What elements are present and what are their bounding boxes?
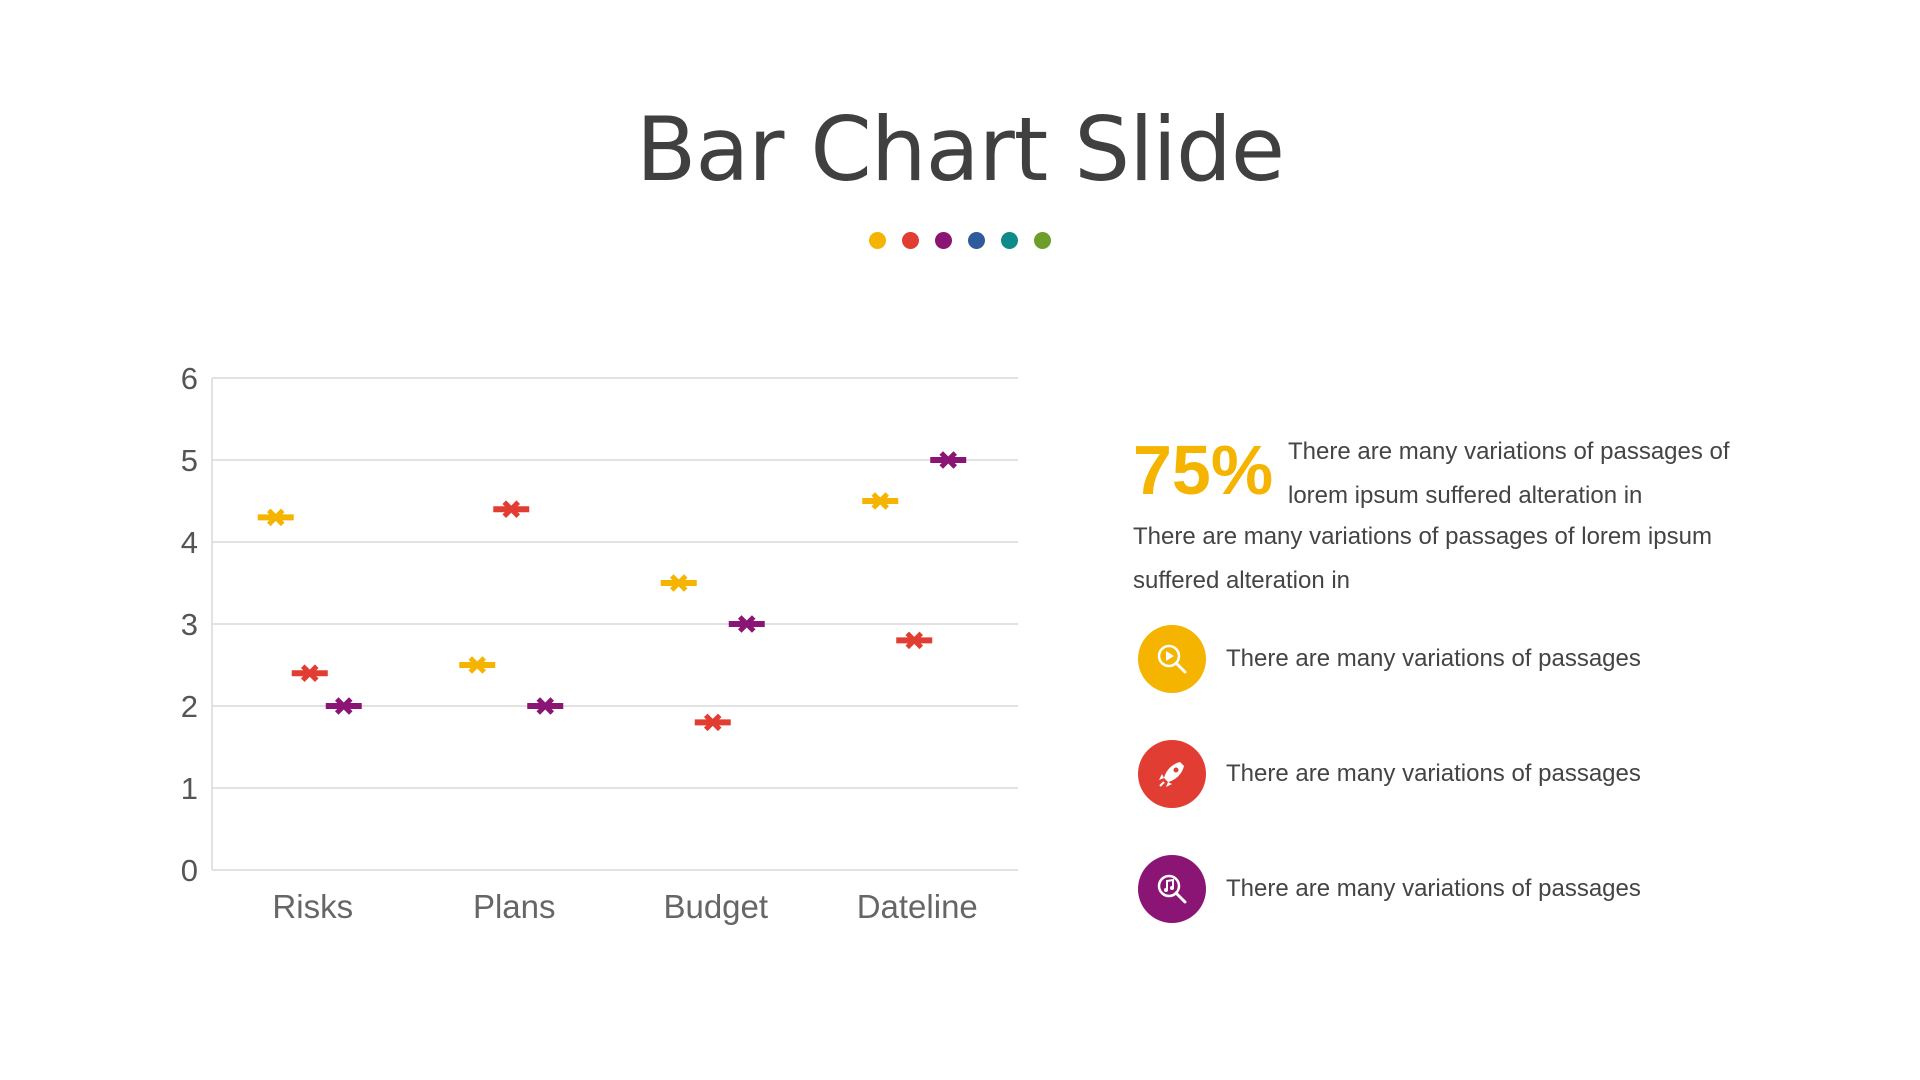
rocket-icon [1138, 740, 1206, 808]
dot-blue [968, 232, 985, 249]
feature-item-1: There are many variations of passages [1138, 625, 1641, 693]
x-tick-label: Risks [272, 888, 353, 925]
y-tick-label: 6 [181, 361, 198, 396]
percent-highlight: 75% [1133, 431, 1274, 509]
music-search-icon [1138, 855, 1206, 923]
feature-text-2: There are many variations of passages [1226, 760, 1641, 787]
intro-text-2: There are many variations of passages of… [1133, 523, 1712, 594]
data-point [325, 697, 362, 715]
data-point [660, 574, 697, 592]
data-point [862, 492, 899, 510]
y-tick-label: 4 [181, 525, 198, 560]
data-point [459, 656, 496, 674]
y-tick-label: 1 [181, 771, 198, 806]
data-point [257, 508, 294, 527]
y-tick-label: 3 [181, 607, 198, 642]
data-point [291, 664, 328, 682]
x-tick-label: Budget [663, 888, 768, 925]
data-point [896, 631, 933, 650]
play-search-icon [1138, 625, 1206, 693]
data-point [527, 697, 564, 715]
x-tick-label: Plans [473, 888, 556, 925]
feature-text-1: There are many variations of passages [1226, 645, 1641, 672]
y-tick-label: 5 [181, 443, 198, 478]
dot-teal [1001, 232, 1018, 249]
dot-green [1034, 232, 1051, 249]
feature-item-3: There are many variations of passages [1138, 855, 1641, 923]
feature-text-3: There are many variations of passages [1226, 875, 1641, 902]
slide-title: Bar Chart Slide [635, 98, 1285, 201]
dot-yellow [869, 232, 886, 249]
scatter-chart: 0 1 2 3 4 5 6 Risks Plans Budget Dateline [181, 361, 1018, 925]
intro-text-1: There are many variations of passages of… [1288, 438, 1730, 509]
data-point [728, 615, 765, 633]
data-point [694, 713, 731, 732]
y-tick-label: 2 [181, 689, 198, 724]
y-tick-label: 0 [181, 853, 198, 888]
feature-item-2: There are many variations of passages [1138, 740, 1641, 808]
dot-red [902, 232, 919, 249]
x-tick-label: Dateline [857, 888, 978, 925]
data-point [930, 451, 967, 469]
data-point [493, 500, 530, 518]
dot-purple [935, 232, 952, 249]
color-dots [0, 232, 1920, 249]
